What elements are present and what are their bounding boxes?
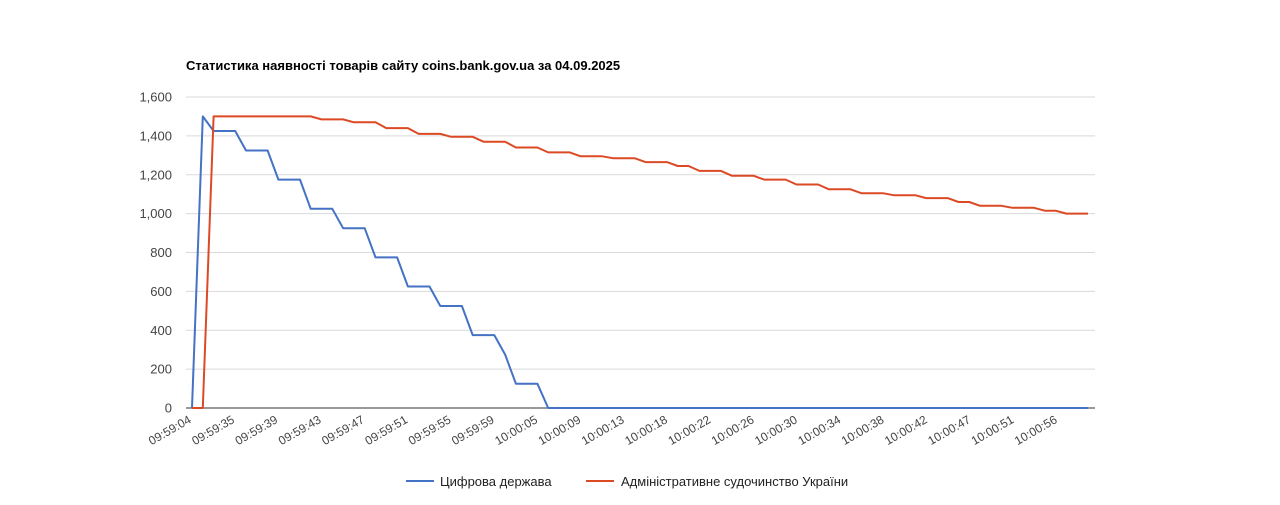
x-tick-label: 10:00:42 [882,412,930,448]
x-axis: 09:59:0409:59:3509:59:3909:59:4309:59:47… [146,412,1060,448]
gridlines [186,96,1095,409]
x-tick-label: 10:00:30 [752,412,800,448]
x-tick-label: 09:59:59 [449,412,497,448]
series-line-1[interactable] [191,115,1088,409]
x-tick-label: 09:59:43 [276,412,324,448]
x-tick-label: 10:00:38 [839,412,887,448]
x-tick-label: 09:59:35 [189,412,237,448]
y-tick-label: 1,000 [139,206,172,221]
x-tick-label: 10:00:26 [709,412,757,448]
series-line-2[interactable] [192,115,1088,409]
chart-title: Статистика наявності товарів сайту coins… [186,58,620,73]
y-tick-label: 200 [150,362,172,377]
legend-label-1[interactable]: Цифрова держава [440,474,552,489]
x-tick-label: 10:00:09 [536,412,584,448]
y-tick-label: 1,200 [139,167,172,182]
x-tick-label: 10:00:22 [666,412,714,448]
legend[interactable]: Цифрова держава Адміністративне судочинст… [406,474,848,489]
x-tick-label: 09:59:51 [363,412,411,448]
y-tick-label: 1,600 [139,90,172,105]
x-tick-label: 10:00:05 [492,412,540,448]
x-tick-label: 10:00:47 [925,412,973,448]
x-tick-label: 10:00:51 [969,412,1017,448]
y-tick-label: 800 [150,245,172,260]
y-axis: 0 200 400 600 800 1,000 1,200 1,400 1,600 [139,90,172,416]
y-tick-label: 1,400 [139,128,172,143]
x-tick-label: 10:00:56 [1012,412,1060,448]
y-tick-label: 600 [150,284,172,299]
x-tick-label: 10:00:13 [579,412,627,448]
y-tick-label: 400 [150,323,172,338]
x-tick-label: 09:59:47 [319,412,367,448]
x-tick-label: 09:59:39 [233,412,281,448]
legend-label-2[interactable]: Адміністративне судочинство України [621,474,848,489]
y-tick-label: 0 [165,401,172,416]
x-tick-label: 10:00:18 [622,412,670,448]
series-lines [191,115,1088,409]
x-tick-label: 10:00:34 [796,412,844,448]
x-tick-label: 09:59:55 [406,412,454,448]
x-tick-label: 09:59:04 [146,412,194,448]
